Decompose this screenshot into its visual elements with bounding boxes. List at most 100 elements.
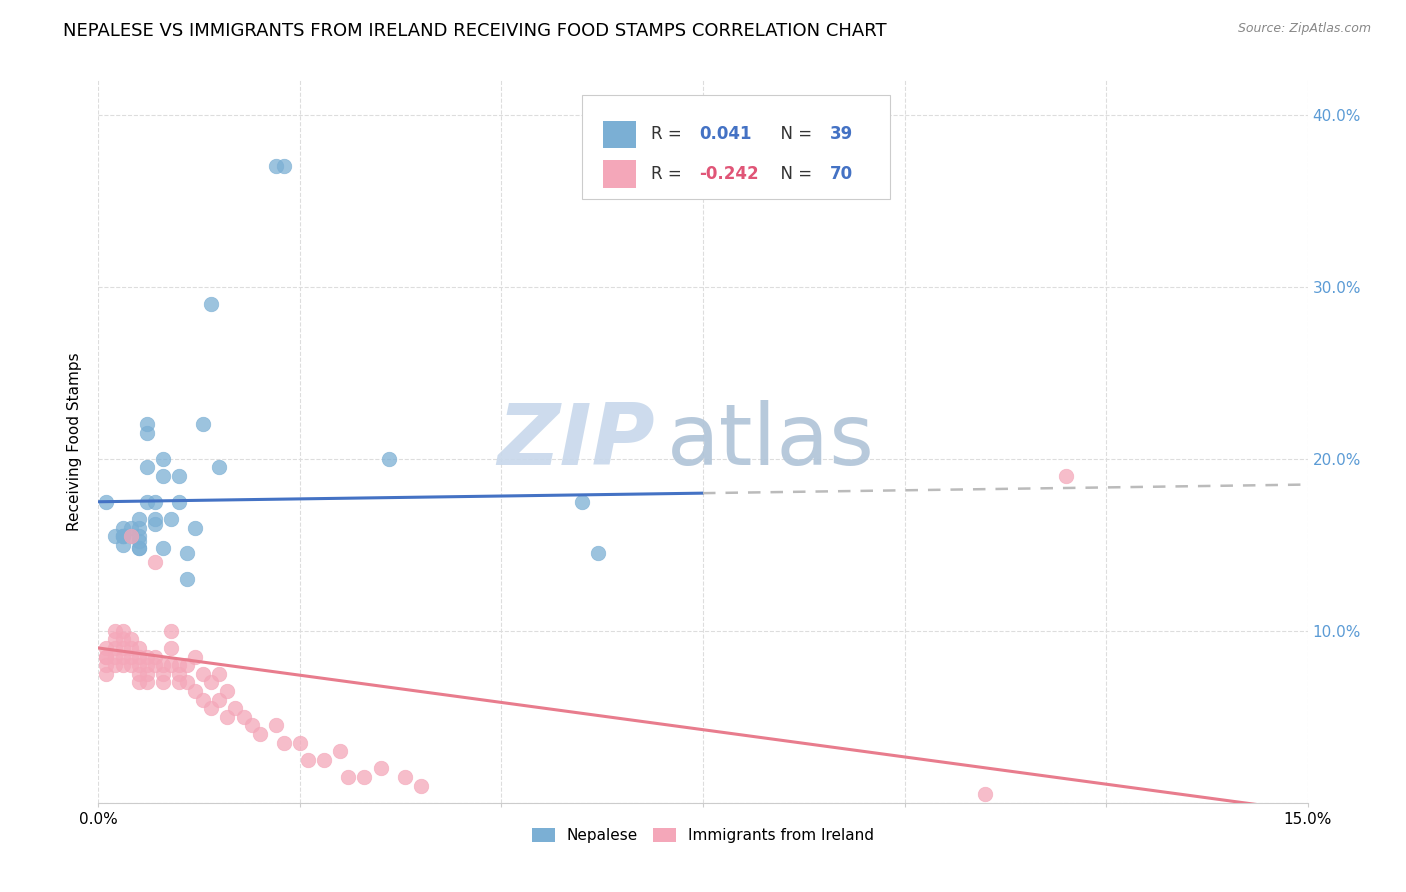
Point (111, 520, 134, 534)
Point (120, 649, 142, 664)
Point (143, 517, 166, 532)
Point (232, 710, 254, 724)
Point (264, 718, 287, 732)
Point (394, 770, 416, 784)
Point (120, 658, 142, 673)
Point (103, 640, 125, 655)
Point (135, 675, 157, 690)
Point (143, 658, 166, 673)
FancyBboxPatch shape (582, 95, 890, 200)
Point (152, 675, 174, 690)
Text: R =: R = (651, 165, 688, 183)
Point (120, 520, 142, 534)
Point (200, 297, 222, 311)
Point (111, 624, 134, 638)
Point (128, 512, 150, 526)
Point (160, 512, 183, 526)
Text: ZIP: ZIP (496, 400, 655, 483)
Point (143, 649, 166, 664)
Text: NEPALESE VS IMMIGRANTS FROM IRELAND RECEIVING FOOD STAMPS CORRELATION CHART: NEPALESE VS IMMIGRANTS FROM IRELAND RECE… (63, 22, 887, 40)
Point (160, 640, 183, 655)
Point (193, 417, 215, 432)
Point (135, 494, 157, 508)
Point (160, 658, 183, 673)
Point (111, 529, 134, 543)
Point (135, 666, 157, 681)
Point (176, 572, 198, 586)
Point (217, 710, 239, 724)
Point (193, 692, 215, 706)
Point (167, 658, 190, 673)
Point (128, 541, 150, 556)
Text: N =: N = (769, 126, 817, 144)
Point (111, 649, 134, 664)
Point (273, 735, 295, 749)
Point (249, 727, 271, 741)
Point (184, 520, 207, 534)
Text: 0.041: 0.041 (699, 126, 752, 144)
Point (586, 546, 609, 560)
Point (152, 451, 174, 466)
Point (143, 512, 166, 526)
Point (329, 744, 352, 758)
Point (96, 640, 118, 655)
Point (96, 649, 118, 664)
Point (103, 624, 125, 638)
Point (200, 675, 222, 690)
Point (176, 675, 198, 690)
Point (370, 761, 392, 775)
Text: atlas: atlas (666, 400, 875, 483)
Point (103, 632, 125, 647)
Text: Source: ZipAtlas.com: Source: ZipAtlas.com (1237, 22, 1371, 36)
Point (111, 640, 134, 655)
Text: -0.242: -0.242 (699, 165, 759, 183)
Point (409, 779, 432, 793)
Point (353, 770, 375, 784)
Point (184, 649, 207, 664)
Point (337, 770, 360, 784)
Bar (603, 120, 637, 148)
Point (167, 666, 190, 681)
Point (111, 529, 134, 543)
Point (217, 684, 239, 698)
Point (135, 460, 157, 475)
Point (208, 692, 231, 706)
Legend: Nepalese, Immigrants from Ireland: Nepalese, Immigrants from Ireland (526, 822, 880, 849)
Point (167, 469, 190, 483)
Point (152, 666, 174, 681)
Point (103, 529, 125, 543)
Point (176, 546, 198, 560)
Point (135, 658, 157, 673)
Point (1054, 469, 1077, 483)
Point (184, 684, 207, 698)
Point (297, 753, 319, 767)
Point (120, 632, 142, 647)
Point (135, 649, 157, 664)
Point (103, 649, 125, 664)
Point (96, 666, 118, 681)
Point (120, 529, 142, 543)
Point (208, 666, 231, 681)
Point (111, 658, 134, 673)
Point (111, 529, 134, 543)
Point (264, 159, 287, 173)
Point (152, 541, 174, 556)
Point (193, 666, 215, 681)
Point (111, 538, 134, 552)
Point (135, 417, 157, 432)
Text: 70: 70 (830, 165, 853, 183)
Point (103, 658, 125, 673)
Point (128, 529, 150, 543)
Point (120, 529, 142, 543)
Point (176, 658, 198, 673)
Point (160, 624, 183, 638)
Point (208, 460, 231, 475)
Point (128, 675, 150, 690)
Point (128, 541, 150, 556)
Point (152, 469, 174, 483)
Point (152, 658, 174, 673)
Point (571, 494, 593, 508)
Point (128, 534, 150, 549)
Point (240, 718, 263, 732)
Point (111, 632, 134, 647)
